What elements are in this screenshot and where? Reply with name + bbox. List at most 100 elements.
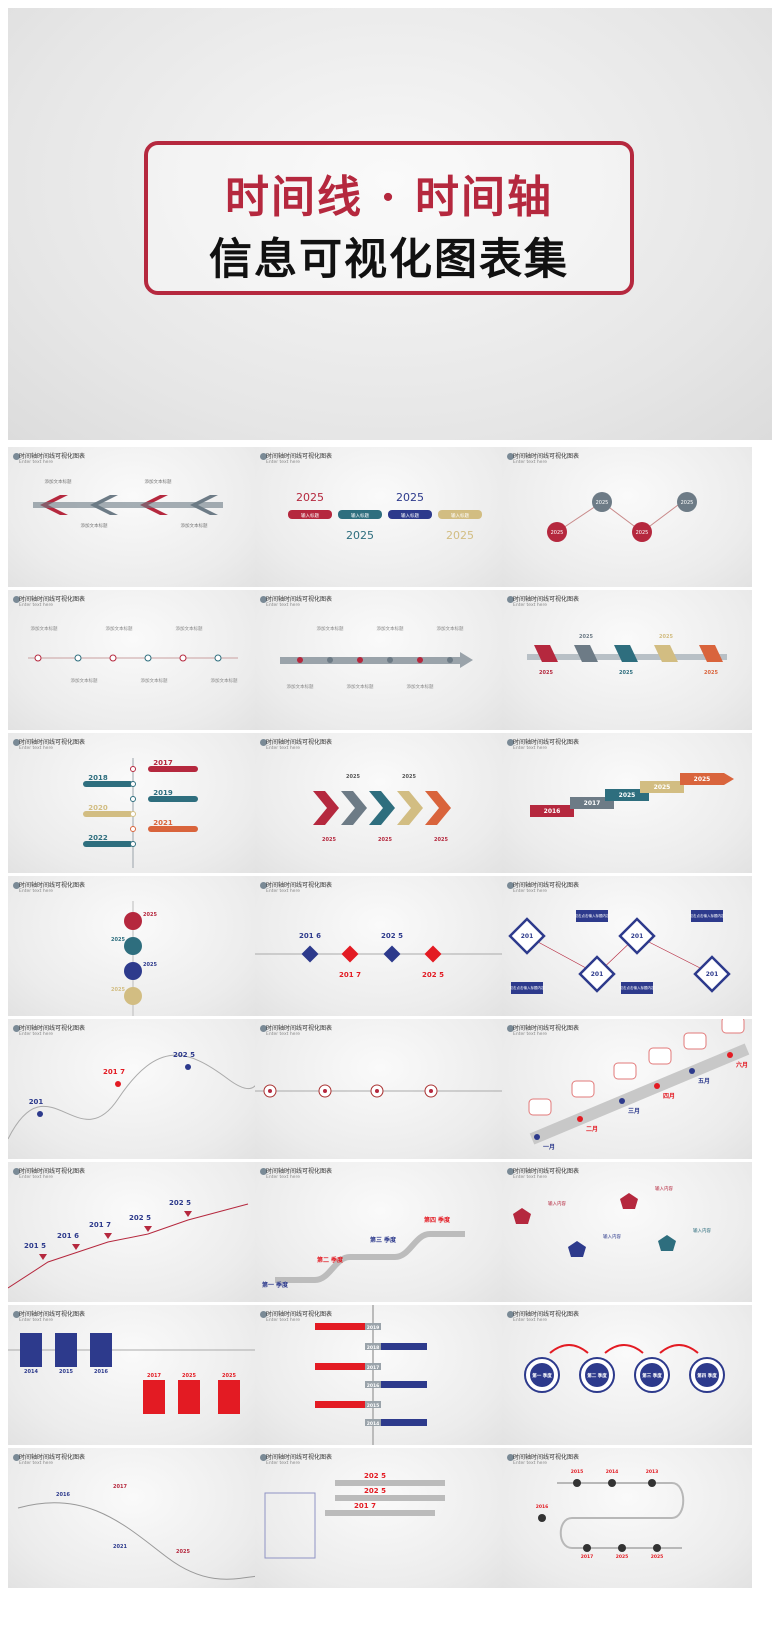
slide-thumbnail[interactable]: 时间轴时间线可视化图表 Enter text here 输入标题 2025 输入标题 20… [255,447,505,587]
speech-bubble [571,1080,595,1098]
slide-thumbnail[interactable]: 时间轴时间线可视化图表 Enter text here 201 201 201 201 双击… [502,876,752,1016]
slide-thumbnail[interactable]: 时间轴时间线可视化图表 Enter text here 2019 2018 2017 20… [255,1305,505,1445]
slide-subtitle: Enter text here [513,1461,547,1466]
slide-title: 时间轴时间线可视化图表 [513,1454,580,1461]
slide-title: 时间轴时间线可视化图表 [19,1454,86,1461]
slide-thumbnail[interactable]: 时间轴时间线可视化图表 Enter text here 201 201 7 202 5 [8,1019,258,1159]
slide-thumbnail[interactable]: 时间轴时间线可视化图表 Enter text here 2014 2015 2016 20… [8,1305,258,1445]
pentagon-marker [620,1193,638,1209]
slide-subtitle: Enter text here [19,889,53,894]
pentagon-label: 输入内容 [603,1233,621,1240]
node-label: 添加文本标题 [437,625,464,632]
node [144,654,152,662]
slide-graphic: 201 6 201 7 202 5 202 5 [255,932,505,979]
axis-node [130,766,136,772]
step-band [530,805,574,817]
slide-thumbnail[interactable]: 时间轴时间线可视化图表 Enter text here 2016 2017 2021 20… [8,1448,258,1588]
year-label: 2018 [88,774,108,782]
icon-circle [124,987,142,1005]
slide-thumbnail[interactable]: 时间轴时间线可视化图表 Enter text here 2017 2018 2019 20… [8,733,258,873]
slide-thumbnail[interactable]: 时间轴时间线可视化图表 Enter text here 第一 季度 第二 季度 第三 季… [502,1305,752,1445]
fold-block [614,645,638,662]
year-tag-label: 2014 [367,1421,380,1427]
slide-bullet-icon [13,1454,20,1461]
diamond-year: 201 6 [299,932,321,940]
slide-thumbnail[interactable]: 时间轴时间线可视化图表 Enter text here 2016 2017 2025 20… [502,733,752,873]
slide-thumbnail[interactable]: 时间轴时间线可视化图表 Enter text here 201 6 201 7 202 … [255,876,505,1016]
connector-arc [604,1344,644,1354]
slide-thumbnail[interactable]: 时间轴时间线可视化图表 Enter text here [255,1019,505,1159]
step-road [275,1231,465,1283]
fold-year: 2025 [659,634,673,640]
slide-thumbnail[interactable]: 时间轴时间线可视化图表 Enter text here 202 5 202 5 201 … [255,1448,505,1588]
flag-marker [72,1244,80,1250]
chevron-arrow [397,791,423,825]
arrow-band [335,1480,445,1486]
slide-thumbnail[interactable]: 时间轴时间线可视化图表 Enter text here 添加文本标题 添加文本标题 添加… [255,590,505,730]
slide-bullet-icon [13,1311,20,1318]
year-circle [677,492,697,512]
wave-year: 202 5 [173,1051,195,1059]
ring-core [585,1363,609,1387]
slide-thumbnail[interactable]: 时间轴时间线可视化图表 Enter text here 201 5 201 6 201 … [8,1162,258,1302]
chevron-year: 2025 [346,774,360,780]
cover-slide[interactable]: 时间线 · 时间轴 信息可视化图表集 [8,8,772,440]
slide-graphic [255,1084,505,1098]
serpentine-line [557,1482,685,1549]
slide-title: 时间轴时间线可视化图表 [513,1311,580,1318]
diamond-year: 202 5 [422,971,444,979]
node-label: 添加文本标题 [141,677,168,684]
slide-graphic: 202 5 202 5 201 7 [264,1472,445,1559]
flag-marker [104,1233,112,1239]
fold-year: 2025 [619,670,633,676]
node [297,657,303,663]
fold-block [574,645,598,662]
arrow-year: 202 5 [364,1487,386,1495]
slide-graphic: 201 201 7 202 5 [8,1051,258,1140]
month-label: 四月 [663,1092,675,1100]
entry-bar [315,1363,365,1370]
slide-title: 时间轴时间线可视化图表 [266,739,333,746]
slide-graphic: 2025 2025 2025 2025 [111,901,157,1016]
step-band [640,781,684,793]
slide-thumbnail[interactable]: 时间轴时间线可视化图表 Enter text here 2025 2025 2025 20… [502,447,752,587]
slide-subtitle: Enter text here [19,1032,53,1037]
step-band [680,773,724,785]
slide-graphic: 2017 2018 2019 2020 2021 2022 [83,758,198,868]
zigzag-line [526,935,713,975]
slide-thumbnail[interactable]: 时间轴时间线可视化图表 Enter text here 输入内容 输入内容 输入内容 输入… [502,1162,752,1302]
year-tag [365,1419,381,1426]
slide-subtitle: Enter text here [19,1175,53,1180]
arrow-year: 202 5 [364,1472,386,1480]
timeline-node [538,1514,546,1522]
entry-bar [377,1381,427,1388]
year-card [218,1380,240,1414]
circle-label: 2025 [551,530,564,536]
slide-title: 时间轴时间线可视化图表 [266,1168,333,1175]
slide-graphic: 2014 2015 2016 2017 2025 2025 [8,1333,258,1414]
slide-thumbnail[interactable]: 时间轴时间线可视化图表 Enter text here 2015 2014 2013 20… [502,1448,752,1588]
year-tag [365,1363,381,1370]
slide-bullet-icon [13,1025,20,1032]
node-label: 添加文本标题 [106,625,133,632]
year-label: 2025 [111,937,125,943]
trend-year: 201 5 [24,1242,46,1250]
circle-label: 2025 [681,500,694,506]
year-label: 2025 [346,529,374,542]
slide-thumbnail[interactable]: 时间轴时间线可视化图表 Enter text here 第一 季度 第二 季度 第三 季… [255,1162,505,1302]
slide-thumbnail[interactable]: 时间轴时间线可视化图表 Enter text here 2025 2025 2025 20… [8,876,258,1016]
slide-graphic: 2025 2025 2025 2025 2025 [527,634,727,676]
slide-subtitle: Enter text here [266,1175,300,1180]
slide-thumbnail[interactable]: 时间轴时间线可视化图表 Enter text here 2025 2025 2025 20… [255,733,505,873]
node-year: 2015 [571,1469,584,1475]
slide-thumbnail[interactable]: 时间轴时间线可视化图表 Enter text here 添加文本标题 添加文本标题 添加… [8,590,258,730]
trend-year: 201 7 [89,1221,111,1229]
diamond-frame [508,917,546,955]
slide-thumbnail[interactable]: 时间轴时间线可视化图表 Enter text here 添加文本标题 添加文本标题 添加… [8,447,258,587]
slide-thumbnail[interactable]: 时间轴时间线可视化图表 Enter text here 一月 二月 三月 四月 五月 六月 [502,1019,752,1159]
diamond-marker [383,945,401,963]
slide-thumbnail[interactable]: 时间轴时间线可视化图表 Enter text here 2025 2025 2025 20… [502,590,752,730]
axis-node [130,841,136,847]
